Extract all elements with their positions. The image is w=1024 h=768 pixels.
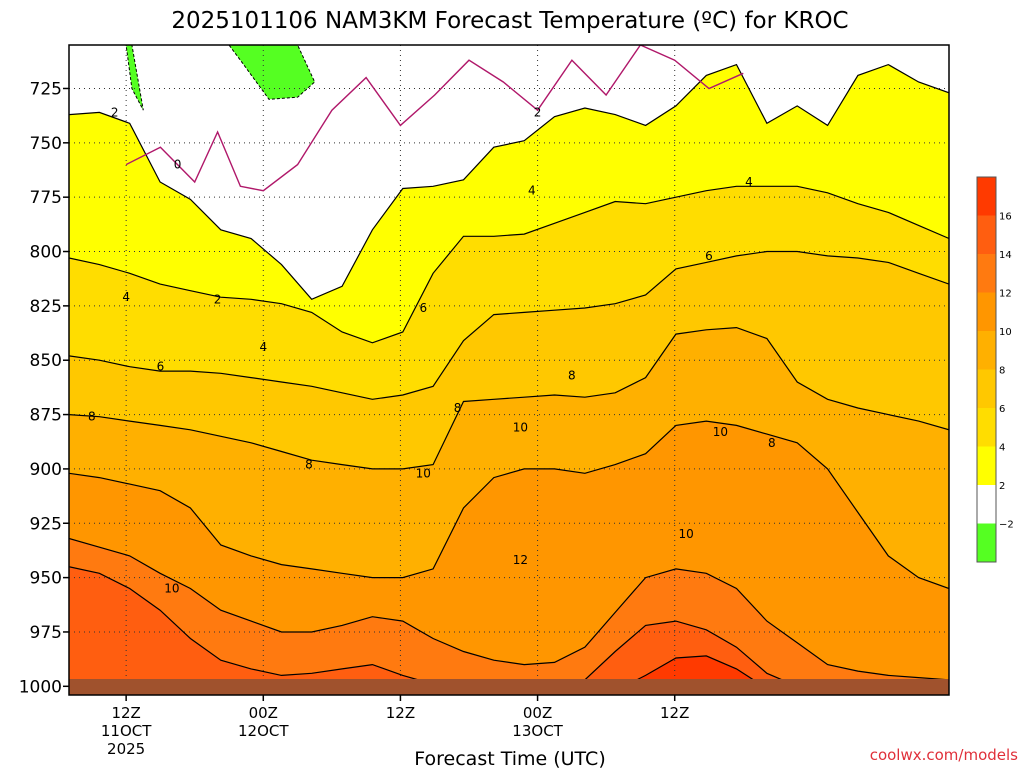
below-minus-2-area-2: [228, 45, 316, 100]
y-tick-label-875: 875: [30, 406, 62, 426]
contour-label-3: 4: [122, 290, 130, 304]
contour-label-19: 10: [713, 425, 728, 439]
chart-title: 2025101106 NAM3KM Forecast Temperature (…: [171, 8, 848, 34]
pressure-axis: 725 750 775 800 825 850 875 900 925 950 975 1000: [19, 79, 69, 697]
colorbar-band-8-10: [977, 331, 996, 370]
contour-label-20: 10: [679, 527, 694, 541]
contour-label-8: 2: [534, 105, 542, 119]
colorbar-frame: [976, 176, 997, 563]
contour-label-21: 12: [513, 553, 528, 567]
contour-label-15: 8: [768, 436, 776, 450]
credit-link[interactable]: coolwx.com/models: [870, 746, 1018, 764]
y-tick-label-950: 950: [30, 569, 62, 589]
contour-label-16: 10: [164, 581, 179, 595]
isotherm-12: [69, 537, 949, 681]
x-tick-label-h24-2: 12OCT: [238, 722, 289, 740]
contour-label-5: 6: [157, 360, 165, 374]
colorbar-band-14-16: [977, 215, 996, 254]
colorbar-band-12-14: [977, 254, 996, 293]
colorbar-band--2-2: [977, 485, 996, 524]
contour-label-18: 10: [513, 421, 528, 435]
colorbar-tick-label-0: −2: [999, 520, 1014, 531]
isotherm-6: [69, 250, 949, 400]
contour-label-13: 8: [454, 401, 462, 415]
colorbar-band-16-18: [977, 177, 996, 216]
isotherm-lines: [69, 63, 949, 692]
x-tick-label-h48-1: 00Z: [523, 704, 552, 722]
contour-label-2: 2: [214, 292, 222, 306]
plot-frame: [68, 44, 950, 696]
colorbar-tick-label-1: 2: [999, 481, 1005, 492]
y-tick-label-825: 825: [30, 297, 62, 317]
x-tick-label-h12-3: 2025: [107, 740, 145, 758]
plot-area: 2 0 2 4 4 6 6 4 2 4 6 8 8 8 8 8 10 10 10 10 10 12: [69, 45, 949, 695]
ground-surface: [69, 679, 949, 695]
contour-label-0: 2: [111, 105, 119, 119]
y-tick-label-725: 725: [30, 79, 62, 99]
colorbar-tick-label-4: 8: [999, 366, 1005, 377]
y-tick-label-975: 975: [30, 623, 62, 643]
isotherm-10: [69, 420, 949, 590]
colorbar-legend: −2 2 4 6 8 10 12 14 16: [976, 176, 1014, 563]
y-tick-label-1000: 1000: [19, 677, 62, 697]
colorbar-band-4-6: [977, 408, 996, 447]
colorbar-tick-label-2: 4: [999, 443, 1005, 454]
contour-labels: 2 0 2 4 4 6 6 4 2 4 6 8 8 8 8 8 10 10 10 10 10 12: [88, 105, 776, 595]
isotherm-8: [69, 326, 949, 470]
contour-label-17: 10: [416, 466, 431, 480]
colorbar-tick-label-3: 6: [999, 404, 1005, 415]
freezing-isotherm-line: [125, 45, 744, 192]
colorbar-band-10-12: [977, 292, 996, 331]
band-above-14c: [69, 566, 949, 695]
contour-label-11: 8: [88, 410, 96, 424]
y-tick-label-750: 750: [30, 134, 62, 154]
x-axis-label: Forecast Time (UTC): [414, 748, 605, 768]
contour-label-4: 4: [259, 340, 267, 354]
contour-label-6: 6: [419, 301, 427, 315]
isotherm-4: [69, 185, 949, 344]
x-tick-label-h12-1: 12Z: [111, 704, 140, 722]
colorbar-tick-label-6: 12: [999, 289, 1012, 300]
y-tick-label-775: 775: [30, 188, 62, 208]
contour-label-14: 8: [568, 368, 576, 382]
below-minus-2-area-1: [125, 45, 144, 111]
y-tick-label-850: 850: [30, 351, 62, 371]
contour-label-1: 0: [174, 158, 182, 172]
contour-label-12: 8: [305, 458, 313, 472]
colorbar-band-2-4: [977, 446, 996, 485]
colorbar-tick-label-8: 16: [999, 212, 1012, 223]
contour-label-7: 4: [528, 184, 536, 198]
below-minus-2-areas: [125, 45, 316, 111]
y-tick-label-900: 900: [30, 460, 62, 480]
x-tick-label-h36-1: 12Z: [386, 704, 415, 722]
colorbar-band--4--2: [977, 523, 996, 562]
contour-label-9: 4: [745, 175, 753, 189]
y-tick-label-925: 925: [30, 514, 62, 534]
isotherm-2: [69, 63, 949, 301]
colorbar-band-6-8: [977, 369, 996, 408]
contour-label-10: 6: [705, 249, 713, 263]
colorbar-tick-label-5: 10: [999, 327, 1012, 338]
colorbar-tick-label-7: 14: [999, 250, 1012, 261]
x-tick-label-h12-2: 11OCT: [101, 722, 152, 740]
x-tick-label-h24-1: 00Z: [249, 704, 278, 722]
y-tick-label-800: 800: [30, 243, 62, 263]
x-tick-label-h60-1: 12Z: [660, 704, 689, 722]
x-tick-label-h48-2: 13OCT: [512, 722, 563, 740]
